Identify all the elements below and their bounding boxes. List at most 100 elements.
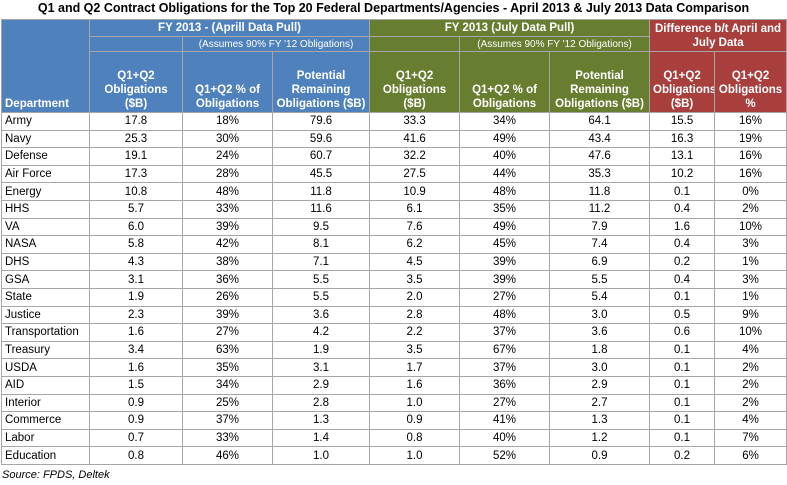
value-cell: 27% <box>459 393 551 413</box>
value-cell: 27% <box>459 287 551 307</box>
value-cell: 3.6 <box>271 305 371 325</box>
value-cell: 0.9 <box>89 393 183 413</box>
column-header: Q1+Q2 Obligations ($B) <box>369 51 461 113</box>
value-cell: 10% <box>714 323 787 342</box>
value-cell: 3.0 <box>549 305 651 325</box>
value-cell: 42% <box>182 235 273 254</box>
value-cell: 0% <box>714 182 787 201</box>
value-cell: 15.5 <box>649 112 716 131</box>
value-cell: 1% <box>714 287 787 307</box>
value-cell: 39% <box>182 217 273 237</box>
value-cell: 1.5 <box>89 375 183 395</box>
table-row: USDA 1.6 35% 3.1 1.7 37% 3.0 0.1 2% <box>1 358 787 377</box>
department-cell: Interior <box>1 393 90 413</box>
value-cell: 1.3 <box>271 411 371 430</box>
value-cell: 17.3 <box>89 164 183 184</box>
value-cell: 13.1 <box>649 147 716 166</box>
department-cell: Navy <box>1 129 90 149</box>
column-header: Q1+Q2 Obligations % <box>714 51 787 113</box>
value-cell: 0.1 <box>649 428 716 448</box>
value-cell: 0.1 <box>649 340 716 360</box>
value-cell: 25.3 <box>89 129 183 149</box>
group-header: Difference b/t April and July Data <box>649 19 787 52</box>
value-cell: 11.2 <box>549 199 651 219</box>
department-cell: Air Force <box>1 164 90 184</box>
value-cell: 11.8 <box>549 182 651 201</box>
value-cell: 3.5 <box>369 270 461 289</box>
source-note: Source: FPDS, Deltek <box>2 469 110 481</box>
group-note: (Assumes 90% FY '12 Obligations) <box>181 36 371 52</box>
value-cell: 0.4 <box>649 199 716 219</box>
value-cell: 2% <box>714 199 787 219</box>
value-cell: 0.9 <box>549 446 651 465</box>
column-header: Potential Remaining Obligations ($B) <box>271 51 371 113</box>
value-cell: 19% <box>714 129 787 149</box>
table-row: Commerce 0.9 37% 1.3 0.9 41% 1.3 0.1 4% <box>1 411 787 430</box>
value-cell: 5.7 <box>89 199 183 219</box>
value-cell: 0.1 <box>649 182 716 201</box>
value-cell: 44% <box>459 164 551 184</box>
value-cell: 41.6 <box>369 129 461 149</box>
value-cell: 5.5 <box>549 270 651 289</box>
value-cell: 3.1 <box>89 270 183 289</box>
value-cell: 1.6 <box>649 217 716 237</box>
value-cell: 0.6 <box>649 323 716 342</box>
value-cell: 6.1 <box>369 199 461 219</box>
value-cell: 37% <box>182 411 273 430</box>
value-cell: 0.1 <box>649 358 716 377</box>
value-cell: 16% <box>714 147 787 166</box>
table-row: Transportation 1.6 27% 4.2 2.2 37% 3.6 0.6 10% <box>1 323 787 342</box>
department-cell: HHS <box>1 199 90 219</box>
value-cell: 5.5 <box>271 270 371 289</box>
group-note: (Assumes 90% FY '12 Obligations) <box>459 36 651 52</box>
column-header: Q1+Q2 % of Obligations <box>459 51 551 113</box>
value-cell: 18% <box>182 112 273 131</box>
value-cell: 60.7 <box>271 147 371 166</box>
value-cell: 0.5 <box>649 305 716 325</box>
value-cell: 2.2 <box>369 323 461 342</box>
value-cell: 24% <box>182 147 273 166</box>
value-cell: 3.5 <box>369 340 461 360</box>
department-cell: GSA <box>1 270 90 289</box>
value-cell: 4% <box>714 340 787 360</box>
value-cell: 0.4 <box>649 270 716 289</box>
value-cell: 34% <box>459 112 551 131</box>
value-cell: 1.4 <box>271 428 371 448</box>
column-header: Q1+Q2 Obligations ($B) <box>649 51 716 113</box>
department-cell: Labor <box>1 428 90 448</box>
value-cell: 25% <box>182 393 273 413</box>
value-cell: 49% <box>459 217 551 237</box>
value-cell: 48% <box>182 182 273 201</box>
table-row: Defense 19.1 24% 60.7 32.2 40% 47.6 13.1 16% <box>1 147 787 166</box>
value-cell: 4.2 <box>271 323 371 342</box>
value-cell: 40% <box>459 428 551 448</box>
department-cell: VA <box>1 217 90 237</box>
value-cell: 1.0 <box>369 393 461 413</box>
group-header: FY 2013 - (Aprill Data Pull) <box>88 19 371 37</box>
value-cell: 2% <box>714 375 787 395</box>
table-row: Interior 0.9 25% 2.8 1.0 27% 2.7 0.1 2% <box>1 393 787 413</box>
department-cell: USDA <box>1 358 90 377</box>
department-cell: DHS <box>1 252 90 272</box>
table-row: Air Force 17.3 28% 45.5 27.5 44% 35.3 10.2 16% <box>1 164 787 184</box>
table-row: DHS 4.3 38% 7.1 4.5 39% 6.9 0.2 1% <box>1 252 787 272</box>
value-cell: 35% <box>459 199 551 219</box>
department-cell: State <box>1 287 90 307</box>
value-cell: 6% <box>714 446 787 465</box>
value-cell: 1.6 <box>89 323 183 342</box>
value-cell: 3.1 <box>271 358 371 377</box>
value-cell: 30% <box>182 129 273 149</box>
table-row: NASA 5.8 42% 8.1 6.2 45% 7.4 0.4 3% <box>1 235 787 254</box>
value-cell: 46% <box>182 446 273 465</box>
value-cell: 79.6 <box>271 112 371 131</box>
value-cell: 5.4 <box>549 287 651 307</box>
value-cell: 43.4 <box>549 129 651 149</box>
value-cell: 52% <box>459 446 551 465</box>
value-cell: 48% <box>459 182 551 201</box>
department-cell: Commerce <box>1 411 90 430</box>
value-cell: 4% <box>714 411 787 430</box>
department-cell: NASA <box>1 235 90 254</box>
value-cell: 26% <box>182 287 273 307</box>
table-row: Justice 2.3 39% 3.6 2.8 48% 3.0 0.5 9% <box>1 305 787 325</box>
